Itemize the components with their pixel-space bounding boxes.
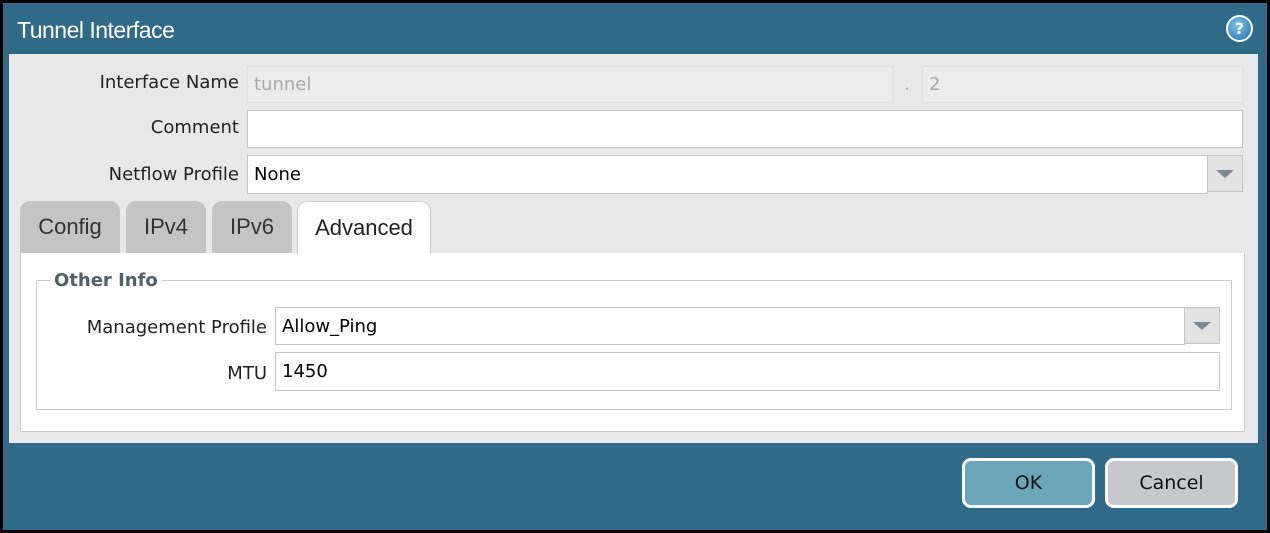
dialog-body: Interface Name tunnel . 2 Comment Netflo… bbox=[9, 54, 1258, 443]
interface-number-input: 2 bbox=[922, 66, 1243, 103]
interface-name-separator: . bbox=[904, 74, 910, 95]
mtu-input[interactable]: 1450 bbox=[275, 352, 1220, 391]
chevron-down-icon[interactable] bbox=[1184, 307, 1220, 344]
tab-ipv4[interactable]: IPv4 bbox=[126, 201, 206, 253]
mtu-label: MTU bbox=[227, 363, 267, 384]
netflow-profile-select[interactable]: None bbox=[247, 155, 1208, 194]
other-info-title: Other Info bbox=[50, 270, 162, 292]
interface-name-input: tunnel bbox=[247, 66, 893, 103]
ok-button[interactable]: OK bbox=[962, 458, 1095, 508]
chevron-down-icon[interactable] bbox=[1207, 155, 1243, 192]
cancel-button[interactable]: Cancel bbox=[1105, 458, 1238, 508]
tab-config[interactable]: Config bbox=[20, 201, 120, 253]
tab-ipv6[interactable]: IPv6 bbox=[212, 201, 292, 253]
help-icon[interactable]: ? bbox=[1226, 15, 1253, 42]
comment-input[interactable] bbox=[247, 110, 1243, 148]
netflow-profile-label: Netflow Profile bbox=[108, 164, 239, 185]
interface-name-label: Interface Name bbox=[99, 72, 239, 93]
comment-label: Comment bbox=[150, 117, 239, 138]
management-profile-label: Management Profile bbox=[86, 317, 267, 338]
management-profile-select[interactable]: Allow_Ping bbox=[275, 307, 1185, 345]
tab-advanced[interactable]: Advanced bbox=[297, 201, 431, 254]
tunnel-interface-dialog: Tunnel Interface ? Interface Name tunnel… bbox=[3, 3, 1267, 530]
dialog-title: Tunnel Interface bbox=[17, 17, 175, 43]
other-info-group bbox=[36, 280, 1232, 410]
